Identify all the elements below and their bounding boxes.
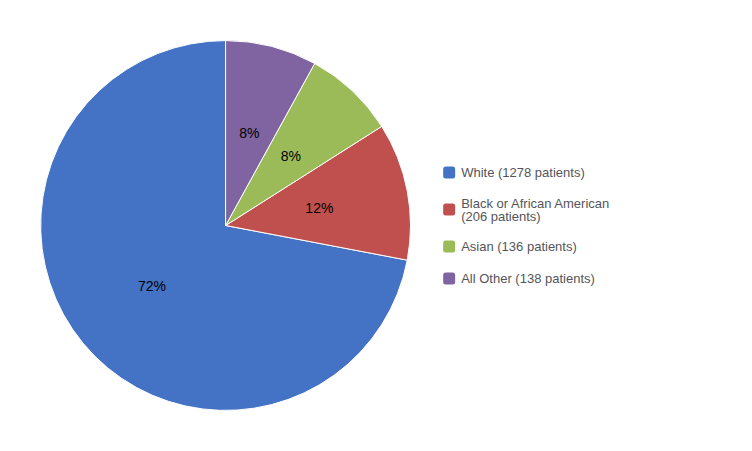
svg-text:White (1278 patients): White (1278 patients): [461, 165, 585, 180]
svg-text:Black or African American: Black or African American: [461, 195, 610, 211]
svg-text:Asian (136 patients): Asian (136 patients): [461, 239, 577, 254]
svg-text:All Other (138 patients): All Other (138 patients): [461, 271, 595, 286]
svg-text:8%: 8%: [281, 148, 301, 164]
svg-text:8%: 8%: [239, 125, 259, 141]
svg-text:12%: 12%: [305, 200, 333, 216]
svg-text:72%: 72%: [138, 278, 166, 294]
svg-text:(206 patients): (206 patients): [461, 209, 541, 224]
